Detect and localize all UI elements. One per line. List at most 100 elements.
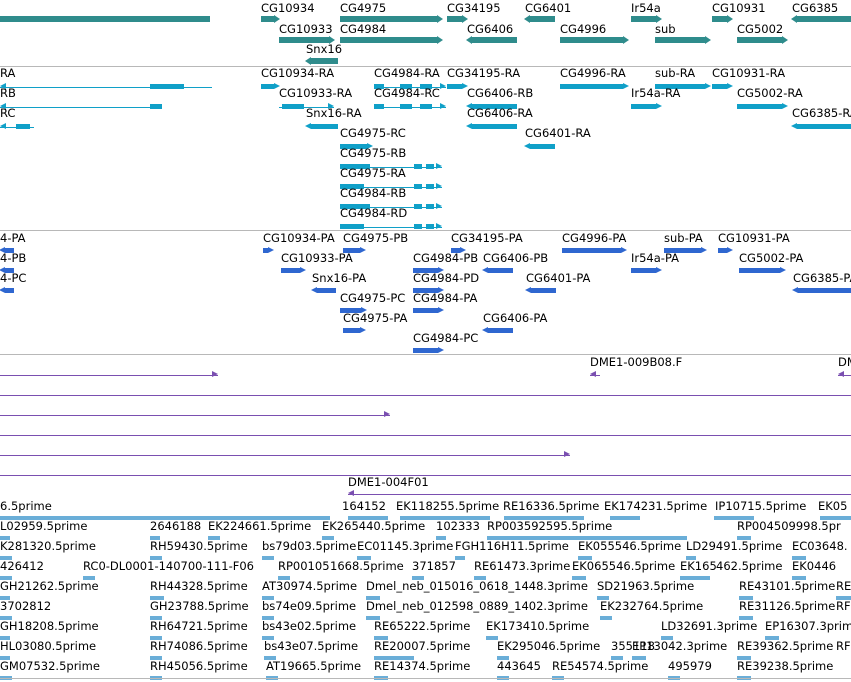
est-bar[interactable] [632,656,646,660]
est-bar[interactable] [0,516,330,520]
est-label[interactable]: EK224661.5prime [208,519,312,533]
est-label[interactable]: AT30974.5prime [262,579,358,593]
est-label[interactable]: RH44328.5prime [150,579,248,593]
est-label[interactable]: SD21963.5prime [597,579,695,593]
est-bar[interactable] [739,616,753,620]
est-bar[interactable] [262,556,274,560]
est-label[interactable]: RE61473.3prime [474,559,571,573]
est-label[interactable]: EK118255.5prime [396,499,500,513]
est-label[interactable]: GH23788.5prime [150,599,249,613]
est-label[interactable]: 1668.5prime [330,559,404,573]
est-label[interactable]: 102333 [436,519,480,533]
est-label[interactable]: RF [836,599,851,613]
est-label[interactable]: AT19665.5prime [266,659,362,673]
est-bar[interactable] [600,616,612,620]
est-label[interactable]: RE54574.5prime [552,659,649,673]
est-bar[interactable] [262,636,274,640]
est-label[interactable]: K281320.5prime [0,539,96,553]
est-label[interactable]: EC03648. [792,539,848,553]
est-bar[interactable] [737,656,751,660]
est-bar[interactable] [572,576,586,580]
est-bar[interactable] [264,656,276,660]
est-bar[interactable] [150,596,164,600]
est-label[interactable]: GM07532.5prime [0,659,100,673]
est-label[interactable]: 164152 [342,499,386,513]
est-label[interactable]: RE43101.5prime [739,579,836,593]
est-bar[interactable] [597,596,609,600]
est-label[interactable]: RC0-DL0001-140700-111-F06 [83,559,254,573]
est-label[interactable]: HL03080.5prime [0,639,97,653]
est-bar[interactable] [366,616,380,620]
est-label[interactable]: 462.5prime [716,559,783,573]
est-bar[interactable] [792,556,806,560]
est-bar[interactable] [474,576,486,580]
est-bar[interactable] [686,556,696,560]
est-bar[interactable] [150,556,162,560]
est-bar[interactable] [374,656,414,660]
est-label[interactable]: RH45056.5prime [150,659,248,673]
est-bar[interactable] [611,656,623,660]
est-bar[interactable] [792,576,806,580]
est-label[interactable]: GH21262.5prime [0,579,99,593]
est-label[interactable]: 6.5prime [0,499,52,513]
est-bar[interactable] [400,516,490,520]
est-bar[interactable] [504,516,584,520]
est-bar[interactable] [322,536,334,540]
est-bar[interactable] [0,556,12,560]
est-bar[interactable] [357,556,371,560]
est-label[interactable]: LD29491.5prime [686,539,783,553]
est-bar[interactable] [412,576,424,580]
est-bar[interactable] [820,516,851,520]
est-label[interactable]: bs79d03.5prime [262,539,357,553]
est-label[interactable]: EP13042.3prime [632,639,728,653]
est-label[interactable]: GH18208.5prime [0,619,99,633]
est-label[interactable]: bs74e09.5prime [262,599,357,613]
est-bar[interactable] [436,536,446,540]
est-label[interactable]: EK0446 [792,559,837,573]
est-bar[interactable] [262,616,274,620]
est-bar[interactable] [714,516,754,520]
est-label[interactable]: EK065546.5prime [572,559,676,573]
est-bar[interactable] [765,636,779,640]
est-label[interactable]: Dmel_neb_015016_0618_1448.3prime [366,579,588,593]
est-label[interactable]: RE31126.5prime [739,599,836,613]
est-bar[interactable] [83,576,95,580]
est-bar[interactable] [680,576,710,580]
est-bar[interactable] [486,636,498,640]
est-label[interactable]: LD32691.3prime [661,619,758,633]
est-label[interactable]: 355118 [611,639,655,653]
est-label[interactable]: EK295046.5prime [497,639,601,653]
est-label[interactable]: RE16336.5prime [503,499,600,513]
est-label[interactable]: 2646188 [150,519,202,533]
est-label[interactable]: L02959.5prime [0,519,88,533]
est-label[interactable]: EK055546.5prime [578,539,682,553]
est-bar[interactable] [737,536,751,540]
est-label[interactable]: 3702812 [0,599,52,613]
est-bar[interactable] [455,556,465,560]
est-label[interactable]: 443645 [497,659,541,673]
est-label[interactable]: Dmel_neb_012598_0889_1402.3prime [366,599,588,613]
est-label[interactable]: EK05 [818,499,848,513]
est-label[interactable]: RH59430.5prime [150,539,248,553]
est-label[interactable]: RH64721.5prime [150,619,248,633]
est-label[interactable]: EP16307.3prime [765,619,851,633]
est-bar[interactable] [497,656,509,660]
est-label[interactable]: RE20007.5prime [374,639,471,653]
est-label[interactable]: EK173410.5prime [486,619,590,633]
est-bar[interactable] [0,576,12,580]
est-label[interactable]: RE [836,579,851,593]
est-bar[interactable] [0,536,10,540]
est-bar[interactable] [348,516,388,520]
est-bar[interactable] [578,556,592,560]
est-bar[interactable] [150,616,162,620]
est-label[interactable]: EC01145.3prime [357,539,454,553]
est-label[interactable]: bs43e02.5prime [262,619,357,633]
est-label[interactable]: 426412 [0,559,44,573]
est-label[interactable]: RF [836,639,851,653]
est-bar[interactable] [487,536,687,540]
est-label[interactable]: EK174231.5prime [604,499,708,513]
est-bar[interactable] [150,656,162,660]
est-label[interactable]: 495979 [668,659,712,673]
est-bar[interactable] [739,596,753,600]
est-label[interactable]: RH74086.5prime [150,639,248,653]
